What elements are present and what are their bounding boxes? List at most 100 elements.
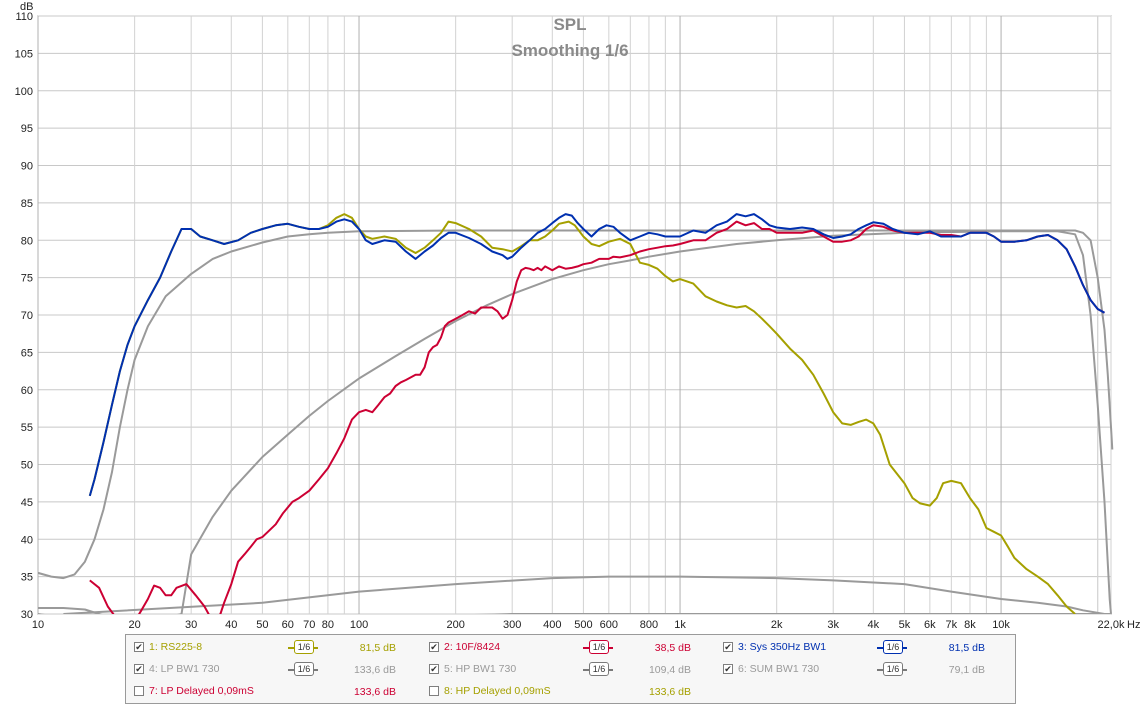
y-tick-label: 40 [21,534,33,546]
x-tick-label: 70 [303,619,315,631]
legend-item[interactable]: ✔ 1: RS225-8 [134,641,202,653]
y-tick-label: 35 [21,572,33,584]
smoothing-label: 1/6 [589,640,609,654]
x-tick-label: 800 [640,619,658,631]
legend-value: 81,5 dB [948,642,985,654]
grid [37,15,1112,615]
legend-label: 7: LP Delayed 0,09mS [149,685,254,697]
legend-value: 133,6 dB [353,664,396,676]
y-tick-label: 65 [21,347,33,359]
curve-hp-bw1-730 [38,230,1112,614]
legend-label: 3: Sys 350Hz BW1 [738,641,827,653]
legend-label: 4: LP BW1 730 [149,663,220,675]
y-tick-label: 85 [21,198,33,210]
smoothing-button[interactable]: 1/6 [583,640,613,654]
x-tick-label: 7k [946,619,958,631]
smoothing-button[interactable]: 1/6 [877,640,907,654]
curve-sys-350hz-bw1 [88,213,1105,497]
smoothing-button[interactable]: 1/6 [877,662,907,676]
legend-checkbox[interactable]: ✔ [723,664,733,674]
legend-item[interactable]: 8: HP Delayed 0,09mS [429,685,551,697]
x-tick-label: 5k [899,619,911,631]
x-tick-label: 100 [350,619,368,631]
legend-value: 38,5 dB [654,642,691,654]
legend-item[interactable]: 7: LP Delayed 0,09mS [134,685,254,697]
curves [38,213,1114,614]
x-tick-label: 80 [322,619,334,631]
legend-item[interactable]: ✔ 4: LP BW1 730 [134,663,219,675]
y-tick-labels: 30 35 40 45 50 55 60 65 70 75 80 85 90 95 100 105 110 [15,11,33,621]
legend-item[interactable]: ✔ 2: 10F/8424 [429,641,500,653]
x-tick-label: 8k [964,619,976,631]
y-tick-label: 80 [21,235,33,247]
legend-label: 8: HP Delayed 0,09mS [444,685,551,697]
y-tick-label: 95 [21,123,33,135]
legend-label: 6: SUM BW1 730 [738,663,820,675]
x-tick-label: 300 [503,619,521,631]
x-tick-label: 60 [282,619,294,631]
x-tick-label: 600 [600,619,618,631]
legend-value: 133,6 dB [353,686,396,698]
x-tick-label: 2k [771,619,783,631]
x-tick-label: 400 [543,619,561,631]
legend-item[interactable]: ✔ 5: HP BW1 730 [429,663,516,675]
x-tick-labels: 10 20 30 40 50 60 70 80 100 200 300 400 500 600 800 1k 2… [32,619,1125,631]
legend-value: 109,4 dB [648,664,691,676]
x-tick-label: 22,0k [1098,619,1125,631]
legend-label: 5: HP BW1 730 [444,663,517,675]
y-tick-label: 105 [15,48,33,60]
legend-checkbox[interactable]: ✔ [134,642,144,652]
x-tick-label: 500 [574,619,592,631]
x-tick-label: 10 [32,619,44,631]
y-tick-label: 110 [15,11,33,23]
legend-item[interactable]: ✔ 6: SUM BW1 730 [723,663,819,675]
smoothing-button[interactable]: 1/6 [288,640,318,654]
y-tick-label: 70 [21,310,33,322]
y-axis-unit: dB [20,1,33,13]
legend-item[interactable]: ✔ 3: Sys 350Hz BW1 [723,641,826,653]
legend-checkbox[interactable] [429,686,439,696]
legend-checkbox[interactable]: ✔ [429,664,439,674]
x-tick-label: 20 [129,619,141,631]
x-tick-label: 4k [868,619,880,631]
x-tick-label: 50 [256,619,268,631]
smoothing-button[interactable]: 1/6 [583,662,613,676]
chart-title: SPL [553,15,586,34]
chart-subtitle: Smoothing 1/6 [511,41,628,60]
curve-10f-8424 [89,220,1105,614]
smoothing-label: 1/6 [294,640,314,654]
legend-panel: ✔ 1: RS225-8 1/6 81,5 dB ✔ 2: 10F/8424 1/6 38,5… [125,634,1016,704]
y-tick-label: 75 [21,273,33,285]
curve-lp-bw1-730 [38,607,1111,614]
smoothing-label: 1/6 [883,662,903,676]
x-tick-label: 40 [225,619,237,631]
y-tick-label: 50 [21,460,33,472]
y-tick-label: 30 [21,609,33,621]
y-tick-label: 60 [21,385,33,397]
legend-value: 81,5 dB [359,642,396,654]
legend-checkbox[interactable]: ✔ [134,664,144,674]
y-tick-label: 90 [21,161,33,173]
y-tick-label: 100 [15,86,33,98]
legend-label: 1: RS225-8 [149,641,203,653]
legend-value: 133,6 dB [648,686,691,698]
x-tick-label: 6k [924,619,936,631]
x-axis-unit: Hz [1127,619,1140,631]
x-tick-label: 200 [446,619,464,631]
legend-checkbox[interactable] [134,686,144,696]
y-tick-label: 55 [21,422,33,434]
y-tick-label: 45 [21,497,33,509]
curve-sum-bw1-730 [38,229,1114,580]
x-tick-label: 30 [185,619,197,631]
smoothing-label: 1/6 [883,640,903,654]
smoothing-button[interactable]: 1/6 [288,662,318,676]
legend-checkbox[interactable]: ✔ [723,642,733,652]
smoothing-label: 1/6 [294,662,314,676]
legend-checkbox[interactable]: ✔ [429,642,439,652]
smoothing-label: 1/6 [589,662,609,676]
legend-label: 2: 10F/8424 [444,641,501,653]
x-tick-label: 3k [827,619,839,631]
legend-value: 79,1 dB [948,664,985,676]
x-tick-label: 1k [674,619,686,631]
